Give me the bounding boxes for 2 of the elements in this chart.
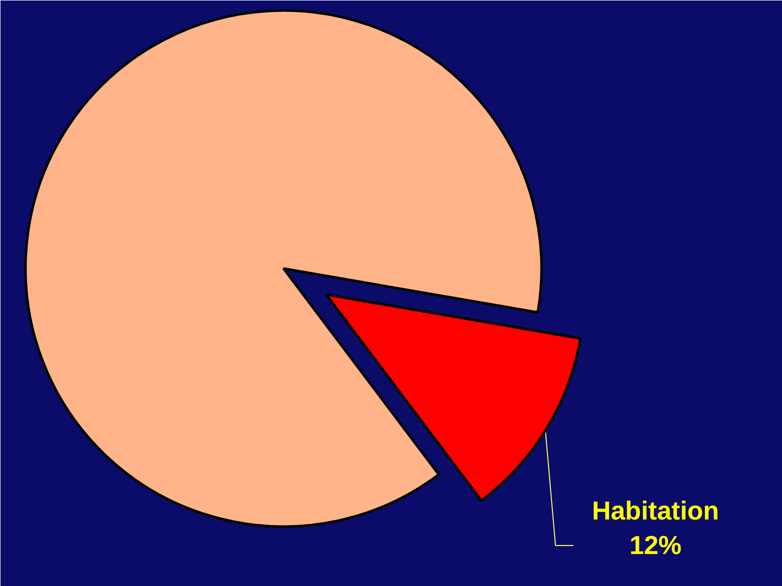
data-label: 12% [629,530,682,560]
slice-label: Habitation [592,495,720,526]
